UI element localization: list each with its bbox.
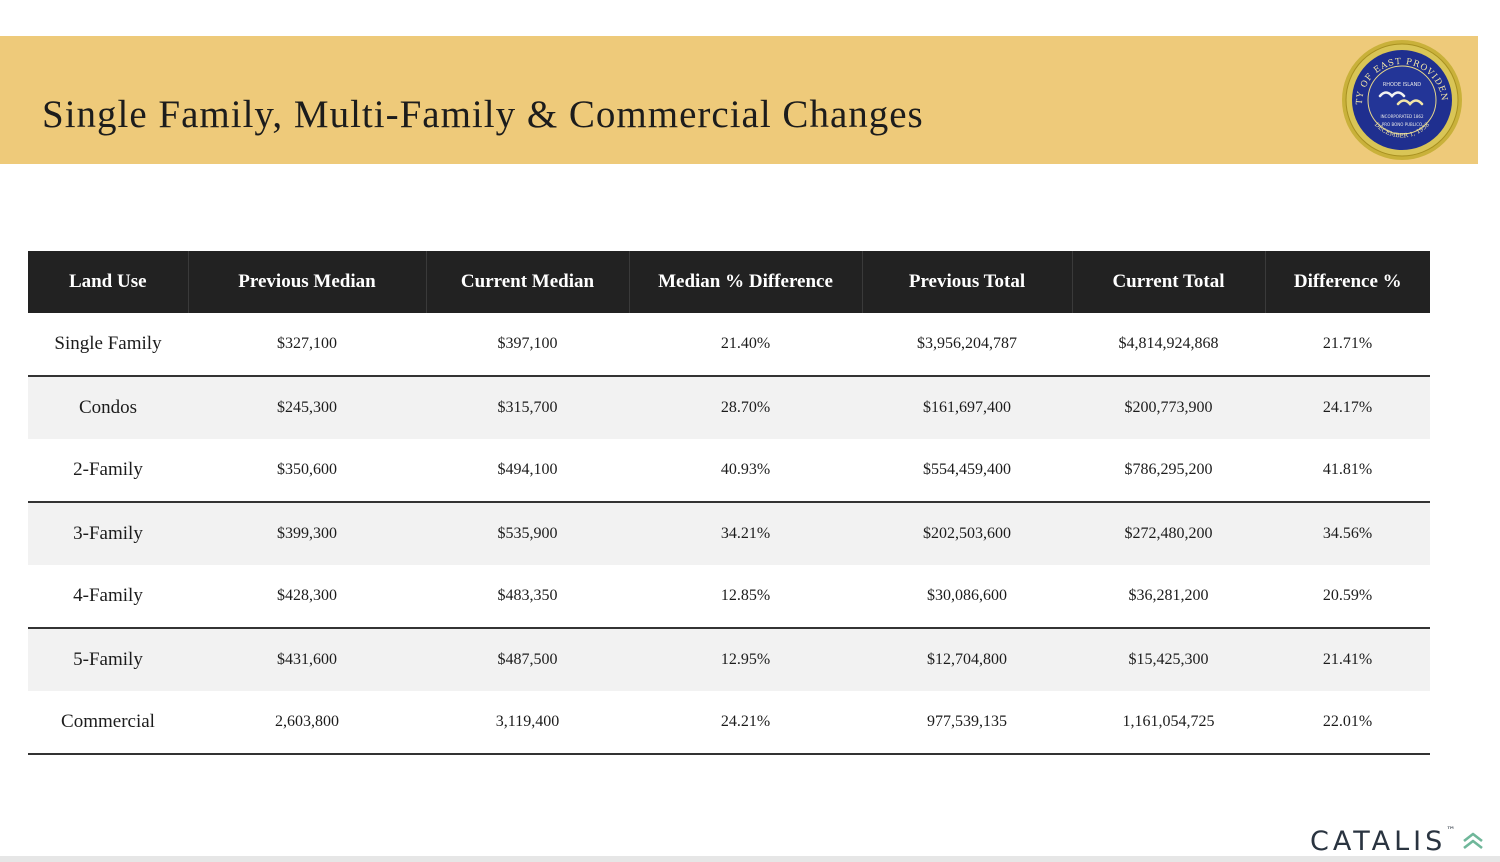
cell-current-median: $535,900 — [426, 502, 629, 565]
cell-current-median: $487,500 — [426, 628, 629, 691]
cell-previous-median: $399,300 — [188, 502, 426, 565]
table-row-commercial: Commercial 2,603,800 3,119,400 24.21% 97… — [28, 691, 1430, 755]
seal-motto-text: PRO BONO PUBLICO — [1382, 122, 1422, 127]
bottom-strip — [0, 856, 1500, 862]
header-previous-total: Previous Total — [861, 251, 1072, 313]
catalis-chevron-logo-icon — [1463, 832, 1484, 849]
cell-previous-total: $30,086,600 — [862, 565, 1072, 629]
cell-current-total: $36,281,200 — [1072, 565, 1265, 629]
cell-current-total: 1,161,054,725 — [1072, 691, 1265, 755]
table-row-single-family: Single Family $327,100 $397,100 21.40% $… — [28, 313, 1430, 377]
cell-current-total: $15,425,300 — [1072, 628, 1265, 691]
cell-difference-percent: 41.81% — [1265, 439, 1430, 503]
cell-current-total: $786,295,200 — [1072, 439, 1265, 503]
cell-difference-percent: 22.01% — [1265, 691, 1430, 755]
table-row-4-family: 4-Family $428,300 $483,350 12.85% $30,08… — [28, 565, 1430, 629]
city-seal-icon: CITY OF EAST PROVIDENCE DECEMBER 1, 1958… — [1340, 38, 1462, 160]
header-median-percent-difference: Median % Difference — [628, 251, 862, 313]
table-header-row: Land Use Previous Median Current Median … — [28, 251, 1430, 313]
cell-current-median: $494,100 — [426, 439, 629, 503]
cell-difference-percent: 24.17% — [1265, 376, 1430, 439]
cell-current-median: 3,119,400 — [426, 691, 629, 755]
cell-land-use: 4-Family — [28, 565, 188, 629]
cell-difference-percent: 20.59% — [1265, 565, 1430, 629]
cell-current-median: $397,100 — [426, 313, 629, 377]
cell-current-median: $483,350 — [426, 565, 629, 629]
cell-median-percent-difference: 24.21% — [629, 691, 862, 755]
cell-current-total: $4,814,924,868 — [1072, 313, 1265, 377]
cell-previous-median: $327,100 — [188, 313, 426, 377]
cell-previous-total: $554,459,400 — [862, 439, 1072, 503]
cell-land-use: 5-Family — [28, 628, 188, 691]
cell-previous-total: $161,697,400 — [862, 376, 1072, 439]
cell-median-percent-difference: 12.95% — [629, 628, 862, 691]
cell-previous-median: $245,300 — [188, 376, 426, 439]
cell-median-percent-difference: 34.21% — [629, 502, 862, 565]
header-current-median: Current Median — [425, 251, 629, 313]
title-band — [0, 36, 1478, 164]
cell-previous-median: $350,600 — [188, 439, 426, 503]
seal-incorporated-text: INCORPORATED 1862 — [1381, 114, 1424, 119]
cell-land-use: Condos — [28, 376, 188, 439]
cell-previous-median: 2,603,800 — [188, 691, 426, 755]
cell-land-use: 2-Family — [28, 439, 188, 503]
cell-land-use: Commercial — [28, 691, 188, 755]
header-previous-median: Previous Median — [187, 251, 426, 313]
cell-current-total: $272,480,200 — [1072, 502, 1265, 565]
catalis-brand: CATALIS ™ — [1310, 826, 1485, 857]
page-title: Single Family, Multi-Family & Commercial… — [42, 93, 924, 136]
cell-previous-median: $431,600 — [188, 628, 426, 691]
brand-name: CATALIS — [1310, 826, 1447, 857]
cell-previous-total: $202,503,600 — [862, 502, 1072, 565]
cell-difference-percent: 21.41% — [1265, 628, 1430, 691]
cell-previous-total: $3,956,204,787 — [862, 313, 1072, 377]
cell-difference-percent: 34.56% — [1265, 502, 1430, 565]
seal-inner-text: RHODE ISLAND — [1383, 82, 1421, 88]
land-use-table: Land Use Previous Median Current Median … — [28, 251, 1430, 755]
cell-land-use: Single Family — [28, 313, 188, 377]
table-row-condos: Condos $245,300 $315,700 28.70% $161,697… — [28, 376, 1430, 439]
cell-median-percent-difference: 40.93% — [629, 439, 862, 503]
cell-previous-total: $12,704,800 — [862, 628, 1072, 691]
table-row-3-family: 3-Family $399,300 $535,900 34.21% $202,5… — [28, 502, 1430, 565]
cell-previous-median: $428,300 — [188, 565, 426, 629]
cell-current-total: $200,773,900 — [1072, 376, 1265, 439]
cell-land-use: 3-Family — [28, 502, 188, 565]
header-difference-percent: Difference % — [1264, 251, 1430, 313]
cell-current-median: $315,700 — [426, 376, 629, 439]
table-row-2-family: 2-Family $350,600 $494,100 40.93% $554,4… — [28, 439, 1430, 503]
cell-difference-percent: 21.71% — [1265, 313, 1430, 377]
cell-median-percent-difference: 12.85% — [629, 565, 862, 629]
header-land-use: Land Use — [28, 251, 188, 313]
cell-median-percent-difference: 21.40% — [629, 313, 862, 377]
table-row-5-family: 5-Family $431,600 $487,500 12.95% $12,70… — [28, 628, 1430, 691]
header-current-total: Current Total — [1071, 251, 1265, 313]
brand-trademark: ™ — [1446, 826, 1456, 836]
cell-previous-total: 977,539,135 — [862, 691, 1072, 755]
cell-median-percent-difference: 28.70% — [629, 376, 862, 439]
